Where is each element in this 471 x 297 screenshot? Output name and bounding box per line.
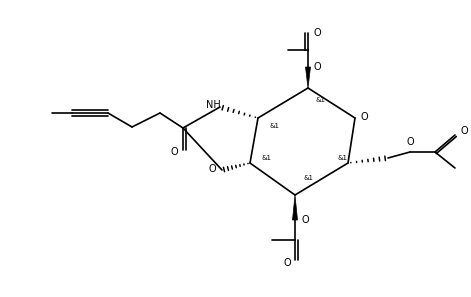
Text: O: O bbox=[313, 62, 321, 72]
Text: O: O bbox=[360, 112, 368, 122]
Text: O: O bbox=[460, 126, 468, 136]
Text: O: O bbox=[283, 258, 291, 268]
Text: &1: &1 bbox=[261, 155, 271, 161]
Text: O: O bbox=[406, 137, 414, 147]
Text: O: O bbox=[301, 215, 309, 225]
Text: O: O bbox=[313, 28, 321, 38]
Text: &1: &1 bbox=[269, 123, 279, 129]
Text: &1: &1 bbox=[303, 175, 313, 181]
Text: NH: NH bbox=[206, 100, 220, 110]
Polygon shape bbox=[292, 195, 298, 220]
Text: &1: &1 bbox=[338, 155, 348, 161]
Text: O: O bbox=[208, 164, 216, 174]
Text: O: O bbox=[170, 147, 178, 157]
Text: &1: &1 bbox=[315, 97, 325, 103]
Polygon shape bbox=[306, 67, 310, 88]
